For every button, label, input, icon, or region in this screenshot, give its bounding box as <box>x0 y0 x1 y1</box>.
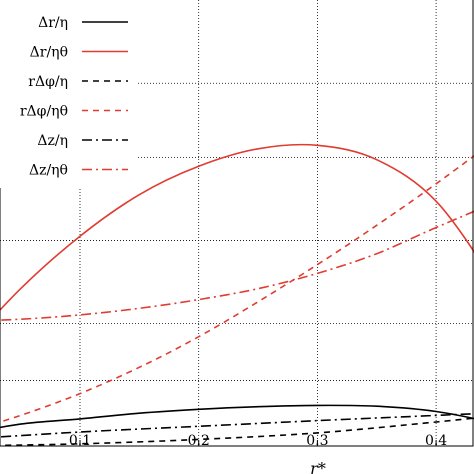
legend-label: rΔφ/ηθ <box>20 104 68 120</box>
legend-label: Δz/ηθ <box>29 163 68 179</box>
legend-label: Δz/η <box>37 133 68 149</box>
series-line <box>0 412 474 438</box>
x-tick-label: 0.1 <box>69 433 91 449</box>
series-line <box>0 154 474 423</box>
x-axis-label: r* <box>310 459 326 474</box>
x-tick-labels: 0.1 0.2 0.3 0.4 <box>69 433 447 449</box>
x-tick-label: 0.2 <box>188 433 210 449</box>
series-line <box>0 143 474 312</box>
legend: Δr/η Δr/ηθ rΔφ/η rΔφ/ηθ Δz/η Δz/ηθ <box>0 0 138 188</box>
plot-frame <box>0 0 474 447</box>
series-line <box>0 404 474 429</box>
axes <box>0 0 474 447</box>
x-tick-label: 0.3 <box>306 433 328 449</box>
series-line <box>0 417 474 447</box>
legend-box <box>0 0 138 188</box>
series-lines <box>0 143 474 447</box>
legend-label: rΔφ/η <box>28 74 68 90</box>
series-line <box>0 210 474 321</box>
x-tick-label: 0.4 <box>425 433 447 449</box>
legend-label: Δr/ηθ <box>30 45 68 61</box>
legend-label: Δr/η <box>38 15 68 31</box>
